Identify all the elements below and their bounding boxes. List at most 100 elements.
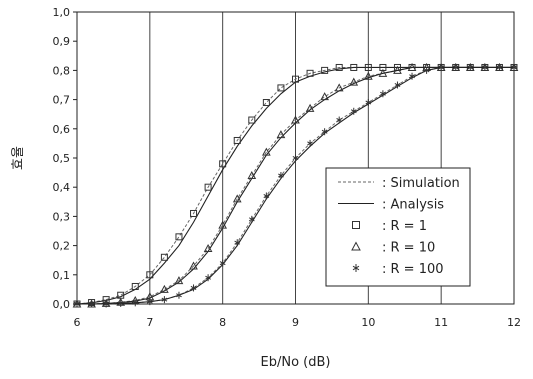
marker-triangle: [291, 115, 300, 124]
marker-triangle: [203, 243, 213, 253]
marker-square: [146, 271, 154, 279]
marker-asterisk: [511, 63, 517, 71]
marker-triangle: [349, 77, 359, 86]
y-tick-label: 0,4: [53, 181, 71, 194]
marker-asterisk: [481, 63, 488, 71]
marker-triangle: [393, 65, 402, 74]
legend-entry: : Simulation: [338, 176, 460, 191]
y-tick-label: 0,6: [53, 123, 71, 136]
legend-label: : Simulation: [382, 176, 460, 191]
marker-asterisk: [365, 99, 372, 107]
marker-square: [131, 282, 139, 290]
marker-asterisk: [205, 274, 211, 282]
marker-square: [277, 84, 285, 92]
marker-asterisk: [292, 154, 299, 162]
x-tick-label: 6: [74, 316, 81, 329]
marker-triangle: [262, 147, 271, 156]
series-layer: [72, 62, 519, 308]
marker-square: [175, 233, 183, 241]
legend-entry: : R = 10: [351, 241, 435, 256]
marker-triangle: [160, 284, 169, 293]
y-tick-label: 0,9: [53, 35, 71, 48]
marker-asterisk: [234, 239, 241, 247]
y-tick-label: 1,0: [53, 6, 71, 19]
legend-label: : R = 10: [382, 241, 435, 256]
marker-asterisk: [352, 264, 360, 272]
marker-triangle: [189, 261, 198, 270]
legend-entry: : R = 1: [352, 219, 427, 234]
marker-triangle: [305, 103, 315, 112]
y-tick-label: 0,0: [53, 298, 71, 311]
marker-asterisk: [176, 291, 182, 299]
marker-asterisk: [190, 284, 197, 292]
marker-square: [352, 221, 360, 229]
x-tick-label: 7: [146, 316, 153, 329]
marker-square: [306, 69, 314, 77]
marker-asterisk: [278, 172, 284, 180]
marker-square: [190, 209, 198, 217]
x-axis-title: Eb/No (dB): [261, 355, 331, 370]
marker-asterisk: [263, 192, 270, 200]
legend-label: : R = 1: [382, 219, 427, 234]
marker-square: [160, 253, 168, 261]
legend-entry: : R = 100: [352, 262, 444, 277]
x-tick-label: 8: [219, 316, 226, 329]
legend-label: : Analysis: [382, 198, 444, 213]
marker-asterisk: [467, 63, 474, 71]
y-tick-label: 0,8: [53, 64, 71, 77]
marker-square: [233, 136, 241, 144]
marker-asterisk: [248, 215, 255, 223]
marker-square: [248, 116, 256, 124]
marker-asterisk: [103, 300, 110, 308]
x-tick-label: 12: [507, 316, 521, 329]
marker-asterisk: [380, 90, 386, 98]
marker-square: [364, 63, 372, 71]
marker-asterisk: [117, 299, 124, 307]
marker-asterisk: [161, 296, 168, 304]
marker-square: [204, 183, 212, 191]
simulation-line: [76, 66, 514, 305]
marker-asterisk: [438, 63, 445, 71]
marker-square: [350, 63, 358, 71]
marker-triangle: [232, 194, 242, 203]
x-tick-label: 11: [434, 316, 448, 329]
legend-entry: : Analysis: [338, 198, 444, 213]
x-tick-label: 9: [292, 316, 299, 329]
y-tick-label: 0,1: [53, 269, 71, 282]
y-tick-label: 0,7: [53, 94, 71, 107]
y-tick-label: 0,3: [53, 210, 71, 223]
marker-triangle: [320, 92, 329, 101]
marker-asterisk: [74, 300, 80, 308]
y-axis-ticks: 0,0 0,1 0,2 0,3 0,4 0,5 0,6 0,7 0,8 0,9 1,0: [53, 6, 77, 311]
marker-triangle: [407, 62, 417, 71]
marker-square: [292, 75, 299, 83]
y-tick-label: 0,2: [53, 240, 71, 253]
marker-triangle: [378, 68, 388, 77]
marker-asterisk: [496, 63, 503, 71]
marker-square: [262, 99, 270, 107]
marker-triangle: [247, 170, 257, 180]
marker-triangle: [218, 220, 228, 229]
legend-box: [325, 167, 471, 287]
marker-asterisk: [88, 300, 95, 308]
marker-square: [321, 66, 329, 74]
y-axis-title: 효율: [11, 146, 26, 170]
marker-asterisk: [452, 63, 459, 71]
marker-triangle: [334, 83, 344, 92]
marker-square: [219, 160, 227, 168]
marker-asterisk: [307, 139, 313, 147]
marker-asterisk: [336, 116, 343, 124]
marker-triangle: [174, 276, 184, 285]
marker-asterisk: [350, 107, 357, 115]
marker-asterisk: [409, 72, 415, 80]
series-r-100: [74, 63, 517, 308]
marker-asterisk: [219, 259, 226, 267]
marker-triangle: [351, 241, 361, 251]
marker-asterisk: [146, 298, 153, 306]
x-axis-ticks: 6 7 8 9 10 11 12: [74, 316, 522, 329]
marker-triangle: [363, 71, 373, 80]
x-tick-label: 10: [361, 316, 375, 329]
legend: : Simulation : Analysis : R = 1 : R = 10 : R…: [325, 167, 471, 287]
marker-square: [335, 63, 343, 71]
